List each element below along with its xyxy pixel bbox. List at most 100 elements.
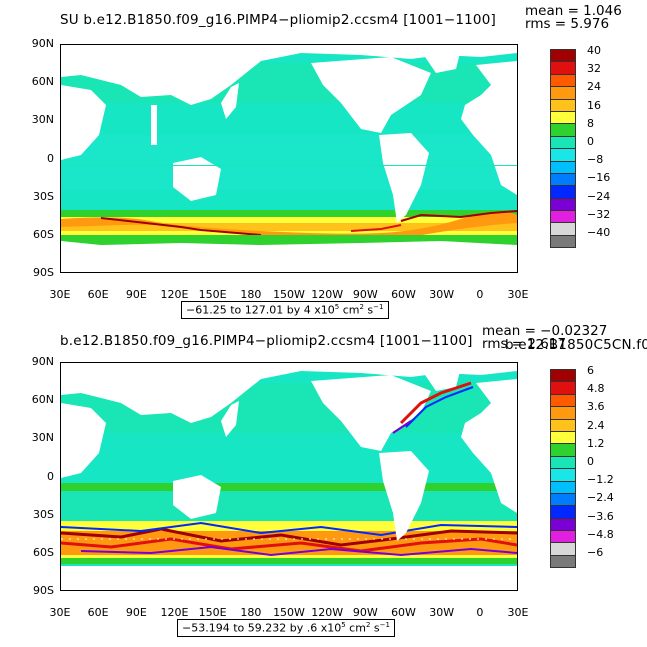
panel1-ytick-3: 0 [47,152,54,165]
panel1-xtick-9: 60W [391,288,416,301]
panel2-map-svg [61,363,517,590]
panel2-colorbar-box-14 [550,542,576,556]
panel1-colorbar-label-1: 32 [587,62,601,76]
panel2-colorbar-box-5 [550,430,576,445]
panel1-colorbar-box-2 [550,73,576,88]
panel1-xtick-6: 150W [273,288,305,301]
panel2-ytick-4: 30S [33,508,54,521]
panel2-colorbar-box-1 [550,381,576,395]
panel1-colorbar-label-5: 0 [587,135,594,148]
panel2-xtick-9: 60W [391,606,416,619]
panel1-xtick-12: 30E [507,288,529,301]
panel1-colorbar [550,49,576,249]
panel1-xtick-4: 150E [198,288,227,301]
panel2-colorbar-label-3: 2.4 [587,418,605,432]
panel2-range-exp: 5 [341,621,346,629]
panel2-colorbar-box-12 [550,517,576,532]
panel1-ytick-2: 30N [31,113,54,126]
panel1-rms: rms = 5.976 [525,16,610,32]
panel2-rms: rms = 2.617 [482,336,567,352]
panel2-colorbar [550,369,576,569]
panel1-colorbar-label-3: 16 [587,98,601,112]
panel1-colorbar-box-12 [550,197,576,212]
panel2-colorbar-label-4: 1.2 [587,436,605,450]
panel2-colorbar-label-6: −1.2 [587,473,614,487]
panel1-xtick-7: 120W [311,288,344,301]
panel2-xtick-12: 30E [507,606,529,619]
panel1-colorbar-box-9 [550,160,576,174]
panel2-range-tail: s [370,621,380,635]
panel2-xtick-11: 0 [476,606,484,619]
panel1-colorbar-label-2: 24 [587,80,601,94]
panel2-xtick-3: 120E [160,606,189,619]
panel1-range-label: −61.25 to 127.01 by 4 x105 cm2 s−1 [181,301,389,319]
panel1-xtick-0: 30E [49,288,71,301]
panel1-colorbar-label-10: −40 [587,226,611,240]
panel1-colorbar-box-13 [550,210,576,224]
panel1-colorbar-box-10 [550,172,576,187]
panel1-colorbar-box-5 [550,110,576,125]
panel1-xtick-10: 30W [429,288,455,301]
panel2-range-units-exp: 2 [365,621,371,629]
panel2-colorbar-box-10 [550,492,576,507]
panel1-colorbar-box-6 [550,123,576,137]
panel2-xtick-6: 150W [273,606,305,619]
panel1-title: SU b.e12.B1850.f09_g16.PIMP4−pliomip2.cc… [60,12,496,28]
panel1-range-exp: 5 [334,303,340,311]
panel2-range-main: −53.194 to 59.232 by .6 x10 [182,621,342,635]
panel2-colorbar-box-3 [550,406,576,420]
panel2-xtick-1: 60E [87,606,109,619]
panel2-ytick-2: 30N [31,431,54,444]
panel1-colorbar-box-14 [550,222,576,236]
panel1-range-tail: s [363,303,374,317]
panel2-colorbar-label-2: 3.6 [587,400,605,414]
panel1-colorbar-label-6: −8 [587,153,604,167]
panel2-xtick-0: 30E [49,606,71,619]
panel2-colorbar-label-5: 0 [587,455,594,468]
panel2-range-label: −53.194 to 59.232 by .6 x105 cm2 s−1 [177,619,395,637]
panel2-colorbar-box-11 [550,505,576,519]
panel2-colorbar-label-7: −2.4 [587,491,614,505]
panel1-xtick-1: 60E [87,288,109,301]
panel1-colorbar-box-4 [550,98,576,112]
panel2-mean: mean = −0.02327 [482,323,608,339]
panel1-colorbar-label-8: −24 [587,189,611,203]
panel1-xtick-8: 90W [352,288,378,301]
panel2-colorbar-box-7 [550,455,576,470]
panel1-colorbar-box-1 [550,61,576,75]
panel2-title: b.e12.B1850.f09_g16.PIMP4−pliomip2.ccsm4… [60,333,473,349]
panel1-map-svg [61,45,517,272]
panel2-map [60,362,518,591]
panel1-range-main: −61.25 to 127.01 by 4 x10 [186,303,335,317]
panel2-xtick-10: 30W [429,606,455,619]
panel1-colorbar-box-15 [550,234,576,249]
panel1-range-units: cm [339,303,360,317]
panel2-range-units: cm [345,621,366,635]
panel2-colorbar-box-2 [550,393,576,408]
panel1-colorbar-label-0: 40 [587,44,601,57]
panel1-mean: mean = 1.046 [525,3,622,19]
panel2-colorbar-box-0 [550,369,576,383]
panel1-xtick-11: 0 [476,288,484,301]
panel1-xtick-2: 90E [125,288,147,301]
panel2-colorbar-box-15 [550,554,576,569]
panel1-range-tail-exp: −1 [373,303,384,311]
panel2-colorbar-box-9 [550,480,576,494]
panel2-xtick-4: 150E [198,606,227,619]
panel1-colorbar-label-4: 8 [587,116,594,130]
panel2-colorbar-box-4 [550,418,576,432]
panel1-ytick-6: 90S [33,266,54,279]
panel1-colorbar-box-7 [550,135,576,150]
panel1-colorbar-label-7: −16 [587,171,611,185]
panel2-colorbar-label-10: −6 [587,546,604,560]
panel2-colorbar-box-8 [550,468,576,482]
panel1-colorbar-box-11 [550,185,576,199]
panel2-xtick-5: 180 [240,606,262,619]
panel2-ytick-5: 60S [33,546,54,559]
panel2-ytick-6: 90S [33,584,54,597]
panel2-xtick-2: 90E [125,606,147,619]
panel2-ytick-0: 90N [31,355,54,368]
panel2-xtick-8: 90W [352,606,378,619]
panel1-xtick-3: 120E [160,288,189,301]
panel1-ytick-5: 60S [33,228,54,241]
